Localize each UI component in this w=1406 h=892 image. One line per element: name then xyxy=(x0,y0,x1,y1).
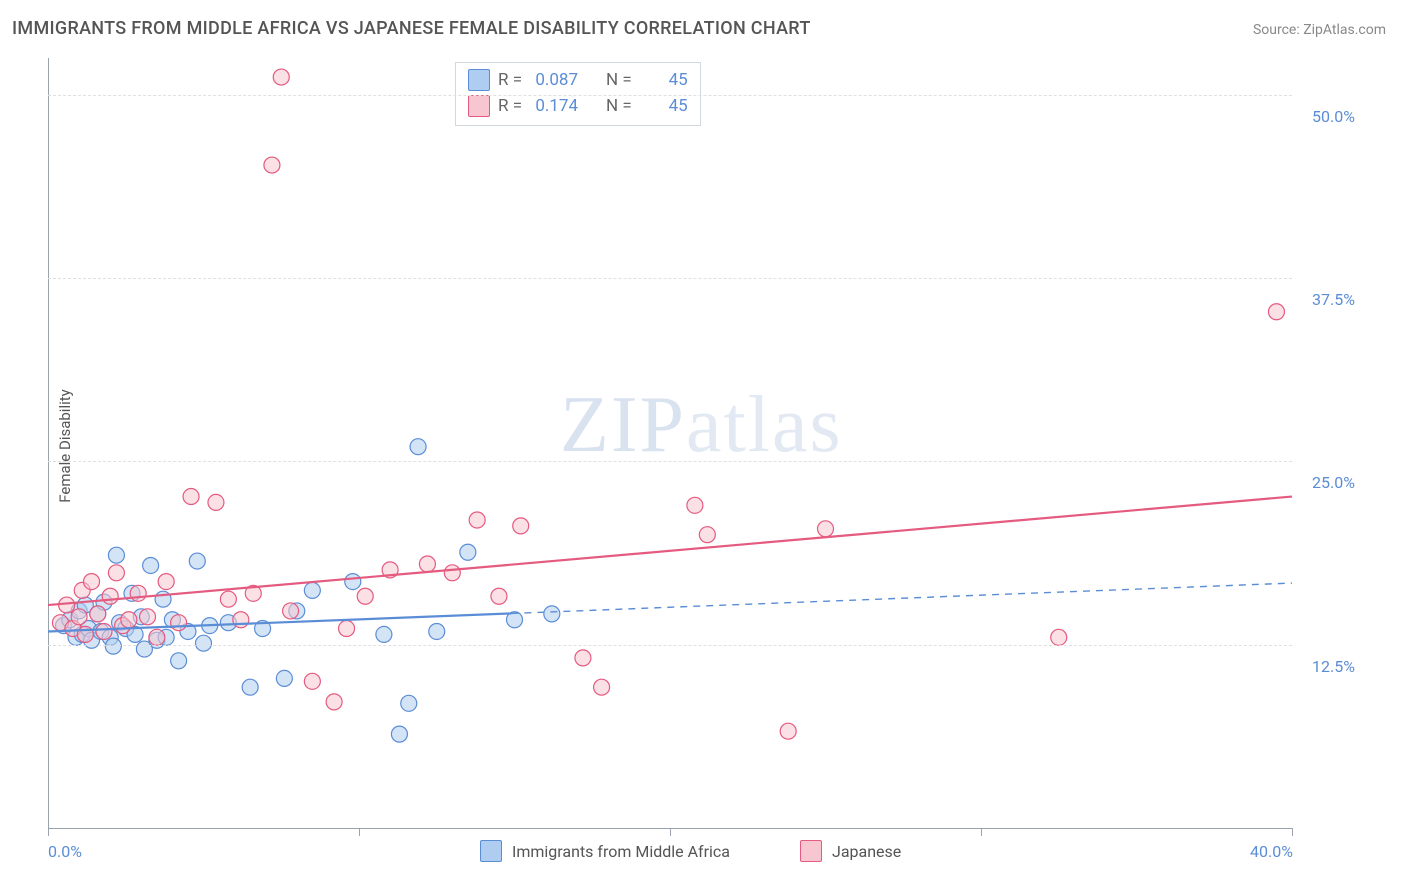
data-point-pink xyxy=(491,588,507,604)
data-point-blue xyxy=(429,623,445,639)
data-point-pink xyxy=(1268,304,1284,320)
data-point-pink xyxy=(102,588,118,604)
data-point-pink xyxy=(233,612,249,628)
stats-r-label: R = xyxy=(498,67,522,93)
data-point-pink xyxy=(594,679,610,695)
data-point-pink xyxy=(264,157,280,173)
stats-n-value: 45 xyxy=(640,67,688,93)
stats-row-pink: R = 0.174 N = 45 xyxy=(468,93,688,119)
y-tick-label: 37.5% xyxy=(1312,290,1355,309)
x-tick-mark xyxy=(1292,828,1293,836)
stats-n-value: 45 xyxy=(640,93,688,119)
data-point-blue xyxy=(460,544,476,560)
data-point-pink xyxy=(121,612,137,628)
data-point-pink xyxy=(326,694,342,710)
data-point-blue xyxy=(171,653,187,669)
data-point-pink xyxy=(357,588,373,604)
data-point-pink xyxy=(699,527,715,543)
data-point-pink xyxy=(339,621,355,637)
data-point-blue xyxy=(410,439,426,455)
data-point-blue xyxy=(544,606,560,622)
data-point-pink xyxy=(96,623,112,639)
gridline-horizontal xyxy=(48,95,1292,96)
data-point-blue xyxy=(242,679,258,695)
data-point-pink xyxy=(818,521,834,537)
data-point-blue xyxy=(196,635,212,651)
y-tick-label: 25.0% xyxy=(1312,473,1355,492)
stats-r-value: 0.087 xyxy=(530,67,578,93)
stats-n-label: N = xyxy=(606,93,632,119)
data-point-pink xyxy=(220,591,236,607)
data-point-blue xyxy=(108,547,124,563)
data-point-blue xyxy=(391,726,407,742)
swatch-pink-icon xyxy=(468,95,490,117)
data-point-blue xyxy=(189,553,205,569)
data-point-pink xyxy=(140,609,156,625)
data-point-blue xyxy=(143,557,159,573)
legend-label: Immigrants from Middle Africa xyxy=(512,842,730,861)
data-point-pink xyxy=(130,585,146,601)
data-point-blue xyxy=(376,626,392,642)
data-point-pink xyxy=(575,650,591,666)
x-tick-mark xyxy=(48,828,49,836)
data-point-pink xyxy=(208,494,224,510)
y-tick-label: 12.5% xyxy=(1312,657,1355,676)
data-point-blue xyxy=(304,582,320,598)
y-tick-label: 50.0% xyxy=(1312,107,1355,126)
gridline-horizontal xyxy=(48,278,1292,279)
stats-r-value: 0.174 xyxy=(530,93,578,119)
data-point-pink xyxy=(780,723,796,739)
swatch-pink-icon xyxy=(800,840,822,862)
x-tick-label: 0.0% xyxy=(48,842,82,861)
legend-label: Japanese xyxy=(832,842,901,861)
data-point-pink xyxy=(687,497,703,513)
data-point-pink xyxy=(273,69,289,85)
chart-title: IMMIGRANTS FROM MIDDLE AFRICA VS JAPANES… xyxy=(12,18,811,39)
data-point-blue xyxy=(105,638,121,654)
data-point-pink xyxy=(149,629,165,645)
data-point-blue xyxy=(401,695,417,711)
swatch-blue-icon xyxy=(480,840,502,862)
data-point-pink xyxy=(84,574,100,590)
data-point-pink xyxy=(108,565,124,581)
data-point-pink xyxy=(419,556,435,572)
gridline-horizontal xyxy=(48,461,1292,462)
data-point-pink xyxy=(171,615,187,631)
data-point-pink xyxy=(444,565,460,581)
data-point-blue xyxy=(345,574,361,590)
data-point-pink xyxy=(304,673,320,689)
chart-svg xyxy=(48,58,1292,828)
x-tick-mark xyxy=(359,828,360,836)
stats-n-label: N = xyxy=(606,67,632,93)
gridline-horizontal xyxy=(48,645,1292,646)
x-tick-label: 40.0% xyxy=(1250,842,1293,861)
stats-r-label: R = xyxy=(498,93,522,119)
data-point-pink xyxy=(59,597,75,613)
bottom-legend-pink: Japanese xyxy=(800,840,901,862)
data-point-blue xyxy=(276,670,292,686)
data-point-pink xyxy=(283,603,299,619)
data-point-pink xyxy=(158,574,174,590)
x-tick-mark xyxy=(670,828,671,836)
data-point-pink xyxy=(71,609,87,625)
trend-line-dashed-blue xyxy=(511,583,1292,613)
data-point-pink xyxy=(183,489,199,505)
trend-line-pink xyxy=(48,497,1292,606)
data-point-pink xyxy=(469,512,485,528)
data-point-pink xyxy=(1051,629,1067,645)
bottom-legend-blue: Immigrants from Middle Africa xyxy=(480,840,730,862)
x-tick-mark xyxy=(981,828,982,836)
data-point-pink xyxy=(90,606,106,622)
swatch-blue-icon xyxy=(468,69,490,91)
source-attribution: Source: ZipAtlas.com xyxy=(1253,22,1386,38)
stats-row-blue: R = 0.087 N = 45 xyxy=(468,67,688,93)
data-point-pink xyxy=(513,518,529,534)
